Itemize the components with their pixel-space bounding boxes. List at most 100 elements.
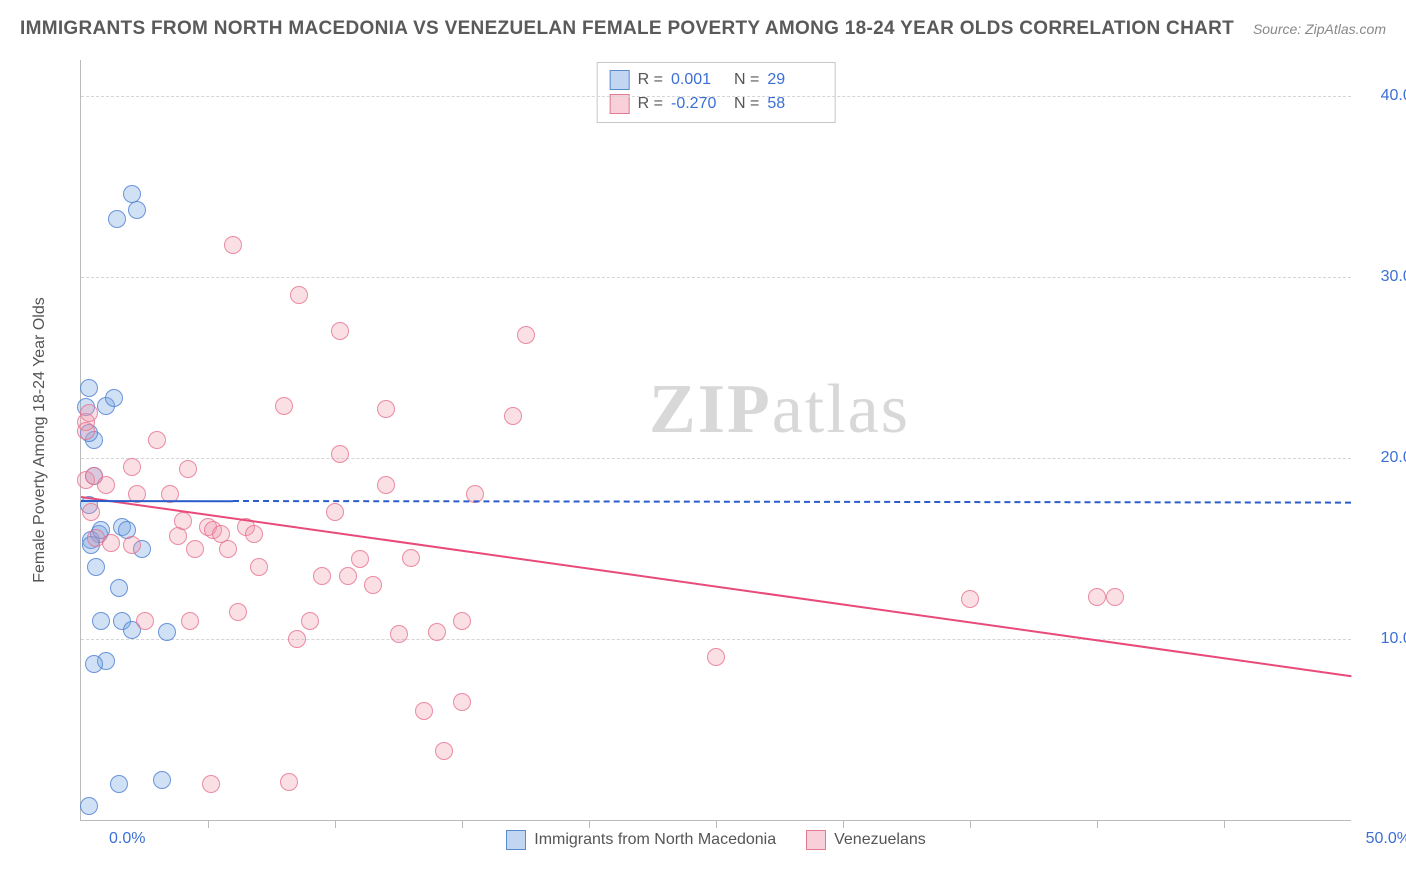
data-point-pink (219, 540, 237, 558)
grid-line (81, 277, 1351, 278)
swatch-blue (506, 830, 526, 850)
grid-line (81, 96, 1351, 97)
y-tick-label: 20.0% (1381, 449, 1406, 467)
data-point-pink (331, 322, 349, 340)
data-point-pink (313, 567, 331, 585)
x-tick (335, 820, 336, 828)
data-point-pink (123, 458, 141, 476)
data-point-pink (331, 445, 349, 463)
data-point-blue (110, 579, 128, 597)
data-point-pink (290, 286, 308, 304)
data-point-blue (87, 558, 105, 576)
x-tick (462, 820, 463, 828)
data-point-pink (245, 525, 263, 543)
data-point-pink (301, 612, 319, 630)
data-point-pink (504, 407, 522, 425)
data-point-blue (123, 185, 141, 203)
data-point-pink (136, 612, 154, 630)
legend-label: Immigrants from North Macedonia (534, 831, 776, 849)
scatter-plot: ZIPatlas R =0.001N =29R =-0.270N =58 0.0… (80, 60, 1351, 821)
data-point-blue (80, 797, 98, 815)
x-axis-max-label: 50.0% (1366, 830, 1406, 848)
data-point-pink (80, 404, 98, 422)
trend-line-blue-dashed (233, 500, 1351, 504)
y-tick-label: 30.0% (1381, 268, 1406, 286)
x-tick (970, 820, 971, 828)
swatch-pink (806, 830, 826, 850)
x-tick (1224, 820, 1225, 828)
data-point-pink (707, 648, 725, 666)
data-point-pink (174, 512, 192, 530)
stat-r-label: R = (638, 68, 663, 92)
trend-line-blue-solid (81, 500, 233, 502)
data-point-pink (435, 742, 453, 760)
data-point-blue (105, 389, 123, 407)
legend-item-pink: Venezuelans (806, 830, 926, 850)
data-point-pink (202, 775, 220, 793)
data-point-pink (377, 476, 395, 494)
data-point-blue (80, 379, 98, 397)
data-point-pink (364, 576, 382, 594)
x-tick (208, 820, 209, 828)
data-point-pink (390, 625, 408, 643)
chart-title: IMMIGRANTS FROM NORTH MACEDONIA VS VENEZ… (20, 18, 1234, 40)
data-point-pink (280, 773, 298, 791)
data-point-pink (517, 326, 535, 344)
data-point-pink (97, 476, 115, 494)
data-point-pink (402, 549, 420, 567)
x-tick (843, 820, 844, 828)
data-point-pink (415, 702, 433, 720)
chart-header: IMMIGRANTS FROM NORTH MACEDONIA VS VENEZ… (20, 18, 1386, 40)
x-tick (1097, 820, 1098, 828)
data-point-pink (82, 503, 100, 521)
data-point-pink (229, 603, 247, 621)
grid-line (81, 639, 1351, 640)
source-label: Source: ZipAtlas.com (1253, 21, 1386, 37)
data-point-pink (1088, 588, 1106, 606)
data-point-pink (250, 558, 268, 576)
data-point-blue (110, 775, 128, 793)
watermark: ZIPatlas (649, 370, 910, 450)
swatch-blue (610, 70, 630, 90)
data-point-blue (85, 655, 103, 673)
x-tick (716, 820, 717, 828)
data-point-pink (453, 612, 471, 630)
y-tick-label: 10.0% (1381, 630, 1406, 648)
stat-r-value: 0.001 (671, 68, 726, 92)
x-tick (589, 820, 590, 828)
data-point-pink (275, 397, 293, 415)
legend-label: Venezuelans (834, 831, 926, 849)
grid-line (81, 458, 1351, 459)
data-point-blue (108, 210, 126, 228)
legend-item-blue: Immigrants from North Macedonia (506, 830, 776, 850)
stats-row-blue: R = 0.001 N = 29 (610, 68, 823, 92)
data-point-pink (428, 623, 446, 641)
data-point-pink (377, 400, 395, 418)
data-point-pink (102, 534, 120, 552)
data-point-pink (123, 536, 141, 554)
data-point-pink (186, 540, 204, 558)
data-point-pink (453, 693, 471, 711)
data-point-pink (288, 630, 306, 648)
data-point-blue (92, 612, 110, 630)
data-point-pink (77, 422, 95, 440)
data-point-pink (148, 431, 166, 449)
bottom-legend: Immigrants from North Macedonia Venezuela… (81, 830, 1351, 850)
stat-n-value: 29 (767, 68, 822, 92)
data-point-pink (1106, 588, 1124, 606)
y-tick-label: 40.0% (1381, 87, 1406, 105)
stat-n-label: N = (734, 68, 759, 92)
data-point-pink (181, 612, 199, 630)
data-point-pink (339, 567, 357, 585)
data-point-blue (158, 623, 176, 641)
data-point-blue (128, 201, 146, 219)
data-point-blue (153, 771, 171, 789)
data-point-pink (351, 550, 369, 568)
chart-area: Female Poverty Among 18-24 Year Olds ZIP… (50, 60, 1360, 820)
data-point-pink (224, 236, 242, 254)
data-point-pink (961, 590, 979, 608)
data-point-pink (179, 460, 197, 478)
y-axis-label: Female Poverty Among 18-24 Year Olds (31, 297, 49, 583)
stats-legend-box: R =0.001N =29R =-0.270N =58 (597, 62, 836, 123)
data-point-pink (326, 503, 344, 521)
